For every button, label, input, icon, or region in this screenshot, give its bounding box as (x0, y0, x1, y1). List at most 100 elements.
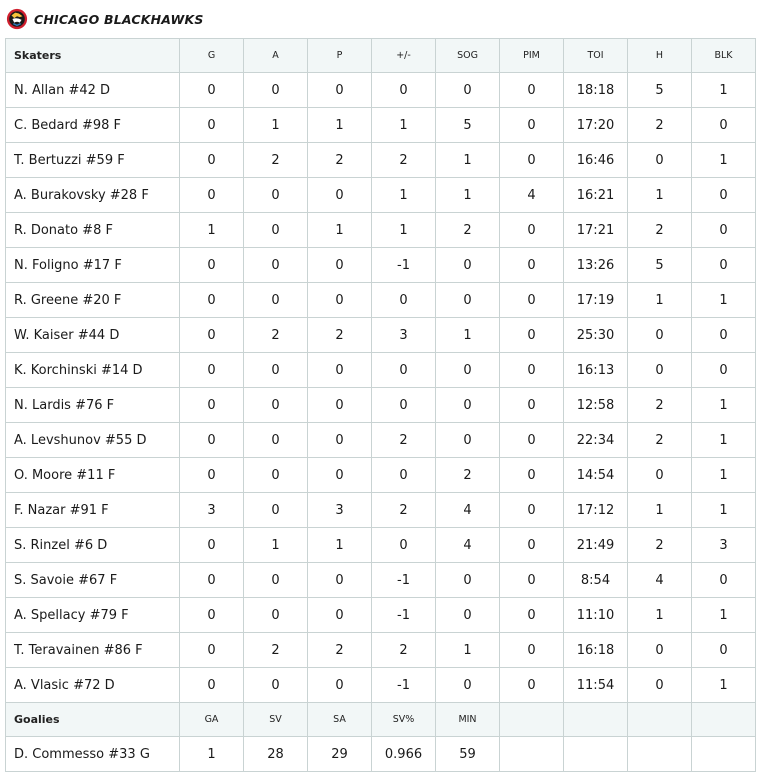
stat-cell: 1 (435, 177, 500, 213)
stat-cell: 21:49 (563, 527, 628, 563)
blackhawks-logo-icon (6, 8, 28, 30)
column-header: MIN (435, 702, 500, 737)
column-header: BLK (691, 38, 756, 73)
stat-cell: 0 (499, 247, 564, 283)
column-header (499, 702, 564, 737)
stat-cell: 0 (691, 562, 756, 598)
player-name: T. Bertuzzi #59 F (5, 142, 180, 178)
stat-cell: -1 (371, 597, 436, 633)
stat-cell: 1 (179, 736, 244, 772)
stat-cell: 0 (499, 527, 564, 563)
stat-cell: -1 (371, 562, 436, 598)
stat-cell: 0 (179, 527, 244, 563)
stat-cell: -1 (371, 247, 436, 283)
stat-cell: 0 (691, 212, 756, 248)
stat-cell: 1 (435, 317, 500, 353)
player-name: C. Bedard #98 F (5, 107, 180, 143)
skater-row: T. Teravainen #86 F 0 2 2 2 1 0 16:18 0 0 (5, 632, 756, 668)
stat-cell: 22:34 (563, 422, 628, 458)
stat-cell: 1 (691, 142, 756, 178)
stat-cell: 0 (307, 282, 372, 318)
stat-cell: 2 (627, 527, 692, 563)
stat-cell: 2 (307, 317, 372, 353)
stat-cell: 16:13 (563, 352, 628, 388)
stat-cell: 2 (371, 632, 436, 668)
stat-cell: 2 (435, 457, 500, 493)
column-header: TOI (563, 38, 628, 73)
stat-cell: 0 (179, 107, 244, 143)
skater-row: W. Kaiser #44 D 0 2 2 3 1 0 25:30 0 0 (5, 317, 756, 353)
team-name: CHICAGO BLACKHAWKS (34, 11, 204, 27)
player-name: T. Teravainen #86 F (5, 632, 180, 668)
stat-cell: 0 (243, 562, 308, 598)
skater-row: A. Burakovsky #28 F 0 0 0 1 1 4 16:21 1 0 (5, 177, 756, 213)
column-header: H (627, 38, 692, 73)
stat-cell: 0 (499, 352, 564, 388)
stat-cell: 2 (627, 422, 692, 458)
stat-cell: 0 (499, 667, 564, 703)
stat-cell: 0 (499, 457, 564, 493)
stat-cell (691, 736, 756, 772)
column-header (627, 702, 692, 737)
player-name: A. Levshunov #55 D (5, 422, 180, 458)
stat-cell: 0 (499, 632, 564, 668)
stat-cell: 0.966 (371, 736, 436, 772)
stat-cell: 0 (691, 247, 756, 283)
stat-cell: 0 (243, 387, 308, 423)
stat-cell: 16:46 (563, 142, 628, 178)
stat-cell: 0 (243, 667, 308, 703)
stat-cell: 5 (435, 107, 500, 143)
stat-cell: 0 (243, 72, 308, 108)
stat-cell: 1 (691, 597, 756, 633)
stat-cell: 0 (691, 107, 756, 143)
stat-cell: 1 (371, 107, 436, 143)
stat-cell: 0 (371, 527, 436, 563)
stat-cell: 0 (499, 107, 564, 143)
skaters-header-row: Skaters G A P +/- SOG PIM TOI H BLK (5, 38, 756, 73)
skater-row: S. Rinzel #6 D 0 1 1 0 4 0 21:49 2 3 (5, 527, 756, 563)
stat-cell: 0 (179, 317, 244, 353)
player-name: A. Spellacy #79 F (5, 597, 180, 633)
stat-cell: 8:54 (563, 562, 628, 598)
stat-cell: 0 (243, 457, 308, 493)
stat-cell: 3 (691, 527, 756, 563)
stat-cell: 1 (627, 282, 692, 318)
stat-cell: 1 (435, 632, 500, 668)
stat-cell: 2 (307, 632, 372, 668)
stat-cell: 4 (435, 527, 500, 563)
stat-cell (499, 736, 564, 772)
stat-cell: 0 (243, 422, 308, 458)
player-name: W. Kaiser #44 D (5, 317, 180, 353)
stat-cell: 0 (435, 562, 500, 598)
player-name: O. Moore #11 F (5, 457, 180, 493)
stat-cell: 1 (691, 282, 756, 318)
player-name: F. Nazar #91 F (5, 492, 180, 528)
player-name: S. Rinzel #6 D (5, 527, 180, 563)
skater-row: N. Foligno #17 F 0 0 0 -1 0 0 13:26 5 0 (5, 247, 756, 283)
stat-cell: 0 (179, 177, 244, 213)
skater-row: K. Korchinski #14 D 0 0 0 0 0 0 16:13 0 0 (5, 352, 756, 388)
stat-cell: 5 (627, 72, 692, 108)
stat-cell: 1 (371, 177, 436, 213)
stat-cell: 0 (627, 352, 692, 388)
stat-cell: 1 (691, 387, 756, 423)
stat-cell: 0 (499, 422, 564, 458)
player-name: N. Lardis #76 F (5, 387, 180, 423)
stat-cell: 13:26 (563, 247, 628, 283)
goalie-row: D. Commesso #33 G 1 28 29 0.966 59 (5, 736, 756, 772)
stat-cell: 0 (627, 667, 692, 703)
stat-cell: 0 (179, 632, 244, 668)
stat-cell: 16:21 (563, 177, 628, 213)
stat-cell: 0 (499, 492, 564, 528)
stat-cell: 0 (179, 72, 244, 108)
goalies-header-row: Goalies GA SV SA SV% MIN (5, 702, 756, 737)
stat-cell: 17:12 (563, 492, 628, 528)
stat-cell: 11:54 (563, 667, 628, 703)
stat-cell: 0 (307, 177, 372, 213)
stat-cell: 3 (307, 492, 372, 528)
skater-row: A. Vlasic #72 D 0 0 0 -1 0 0 11:54 0 1 (5, 667, 756, 703)
stat-cell: 1 (627, 492, 692, 528)
stat-cell: 0 (691, 632, 756, 668)
skaters-section-label: Skaters (5, 38, 180, 73)
stat-cell: 28 (243, 736, 308, 772)
